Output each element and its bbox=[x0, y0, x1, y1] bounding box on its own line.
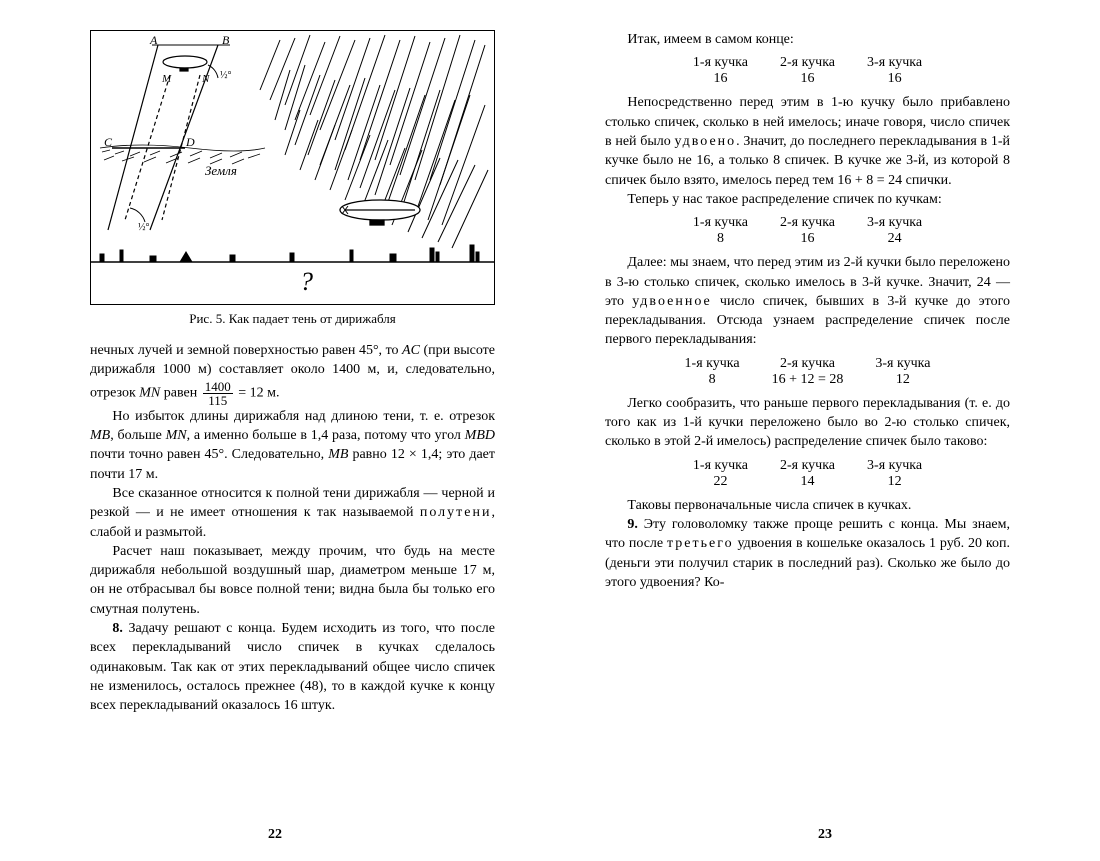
book-spread: ? Земля bbox=[0, 0, 1100, 861]
problem-num-8: 8. bbox=[112, 621, 123, 636]
page-left: ? Земля bbox=[0, 0, 550, 861]
table-cell: 14 bbox=[764, 474, 851, 490]
table-cell: 22 bbox=[677, 474, 764, 490]
text: равен bbox=[160, 385, 200, 400]
fig-label-D: D bbox=[185, 135, 195, 149]
right-p3: Теперь у нас такое распределение спичек … bbox=[605, 190, 1010, 209]
table-cell: 16 bbox=[764, 71, 851, 87]
left-p3: Все сказанное относится к полной тени ди… bbox=[90, 484, 495, 542]
table-1: 1-я кучка 2-я кучка 3-я кучка 16 16 16 bbox=[605, 55, 1010, 87]
left-p5: 8. Задачу решают с конца. Будем исходить… bbox=[90, 619, 495, 716]
text: , а именно больше в 1,4 раза, потому что… bbox=[187, 428, 465, 443]
fig-label-N: N bbox=[201, 73, 210, 85]
fig-label-half1: ½° bbox=[220, 70, 232, 81]
table-cell: 24 bbox=[851, 231, 938, 247]
fig-label-C: C bbox=[104, 135, 113, 149]
page-number-right: 23 bbox=[550, 827, 1100, 843]
spaced-word: удвоено bbox=[675, 134, 737, 149]
table-cell: 16 bbox=[677, 71, 764, 87]
left-p2: Но избыток длины дирижабля над длиною те… bbox=[90, 407, 495, 484]
text: почти точно равен 45°. Следовательно, bbox=[90, 447, 328, 462]
var-MN2: MN bbox=[166, 428, 187, 443]
spaced-word: удвоенное bbox=[632, 294, 712, 309]
text: нечных лучей и земной поверхностью равен… bbox=[90, 343, 402, 358]
table-header: 2-я кучка bbox=[764, 215, 851, 231]
var-AC: AC bbox=[402, 343, 420, 358]
text: , больше bbox=[110, 428, 165, 443]
table-row: 1-я кучка 2-я кучка 3-я кучка bbox=[669, 356, 947, 372]
table-3: 1-я кучка 2-я кучка 3-я кучка 8 16 + 12 … bbox=[605, 356, 1010, 388]
table-header: 2-я кучка bbox=[764, 55, 851, 71]
text: Но избыток длины дирижабля над длиною те… bbox=[112, 409, 495, 424]
fig-label-half2: ½° bbox=[138, 222, 150, 233]
table-header: 1-я кучка bbox=[677, 215, 764, 231]
right-p4: Далее: мы знаем, что перед этим из 2-й к… bbox=[605, 253, 1010, 350]
var-MN: MN bbox=[139, 385, 160, 400]
table-cell: 12 bbox=[859, 372, 946, 388]
table-row: 1-я кучка 2-я кучка 3-я кучка bbox=[677, 55, 938, 71]
var-MB2: MB bbox=[328, 447, 348, 462]
table-cell: 16 bbox=[851, 71, 938, 87]
right-p7: 9. Эту головоломку также проще решить с … bbox=[605, 515, 1010, 592]
table-4: 1-я кучка 2-я кучка 3-я кучка 22 14 12 bbox=[605, 458, 1010, 490]
spaced-word: полутени bbox=[420, 505, 492, 520]
figure-5: ? Земля bbox=[90, 30, 495, 305]
table-row: 16 16 16 bbox=[677, 71, 938, 87]
table-header: 1-я кучка bbox=[677, 55, 764, 71]
fig-label-earth: Земля bbox=[205, 163, 237, 178]
table-cell: 8 bbox=[677, 231, 764, 247]
text: = 12 м. bbox=[235, 385, 280, 400]
right-p6: Таковы первоначальные числа спичек в куч… bbox=[605, 496, 1010, 515]
problem-num-9: 9. bbox=[627, 517, 638, 532]
page-number-left: 22 bbox=[0, 827, 550, 843]
right-p2: Непосредственно перед этим в 1-ю кучку б… bbox=[605, 93, 1010, 190]
figure-caption: Рис. 5. Как падает тень от дирижабля bbox=[90, 311, 495, 327]
table-cell: 16 + 12 = 28 bbox=[756, 372, 860, 388]
fig-label-M: M bbox=[161, 73, 172, 85]
table-row: 1-я кучка 2-я кучка 3-я кучка bbox=[677, 215, 938, 231]
table-row: 1-я кучка 2-я кучка 3-я кучка bbox=[677, 458, 938, 474]
var-MBD: MBD bbox=[465, 428, 495, 443]
table-header: 2-я кучка bbox=[764, 458, 851, 474]
table-header: 1-я кучка bbox=[669, 356, 756, 372]
table-cell: 12 bbox=[851, 474, 938, 490]
table-2: 1-я кучка 2-я кучка 3-я кучка 8 16 24 bbox=[605, 215, 1010, 247]
fig-label-A: A bbox=[149, 33, 158, 47]
page-right: Итак, имеем в самом конце: 1-я кучка 2-я… bbox=[550, 0, 1100, 861]
table-cell: 16 bbox=[764, 231, 851, 247]
table-header: 3-я кучка bbox=[851, 215, 938, 231]
table-header: 3-я кучка bbox=[851, 55, 938, 71]
table-header: 3-я кучка bbox=[859, 356, 946, 372]
table-row: 22 14 12 bbox=[677, 474, 938, 490]
spaced-word: третьего bbox=[667, 536, 734, 551]
left-p1: нечных лучей и земной поверхностью равен… bbox=[90, 341, 495, 407]
table-row: 8 16 + 12 = 28 12 bbox=[669, 372, 947, 388]
fraction: 1400115 bbox=[203, 380, 233, 407]
fig-label-B: B bbox=[222, 33, 230, 47]
var-MB: MB bbox=[90, 428, 110, 443]
left-p4: Расчет наш показывает, между прочим, что… bbox=[90, 542, 495, 619]
table-row: 8 16 24 bbox=[677, 231, 938, 247]
frac-num: 1400 bbox=[203, 380, 233, 394]
table-header: 3-я кучка bbox=[851, 458, 938, 474]
table-header: 2-я кучка bbox=[756, 356, 860, 372]
right-p5: Легко сообразить, что раньше первого пер… bbox=[605, 394, 1010, 452]
table-header: 1-я кучка bbox=[677, 458, 764, 474]
table-cell: 8 bbox=[669, 372, 756, 388]
frac-den: 115 bbox=[203, 394, 233, 407]
text: Задачу решают с конца. Будем исходить из… bbox=[90, 621, 495, 713]
fig-question: ? bbox=[300, 267, 313, 296]
right-p1: Итак, имеем в самом конце: bbox=[605, 30, 1010, 49]
